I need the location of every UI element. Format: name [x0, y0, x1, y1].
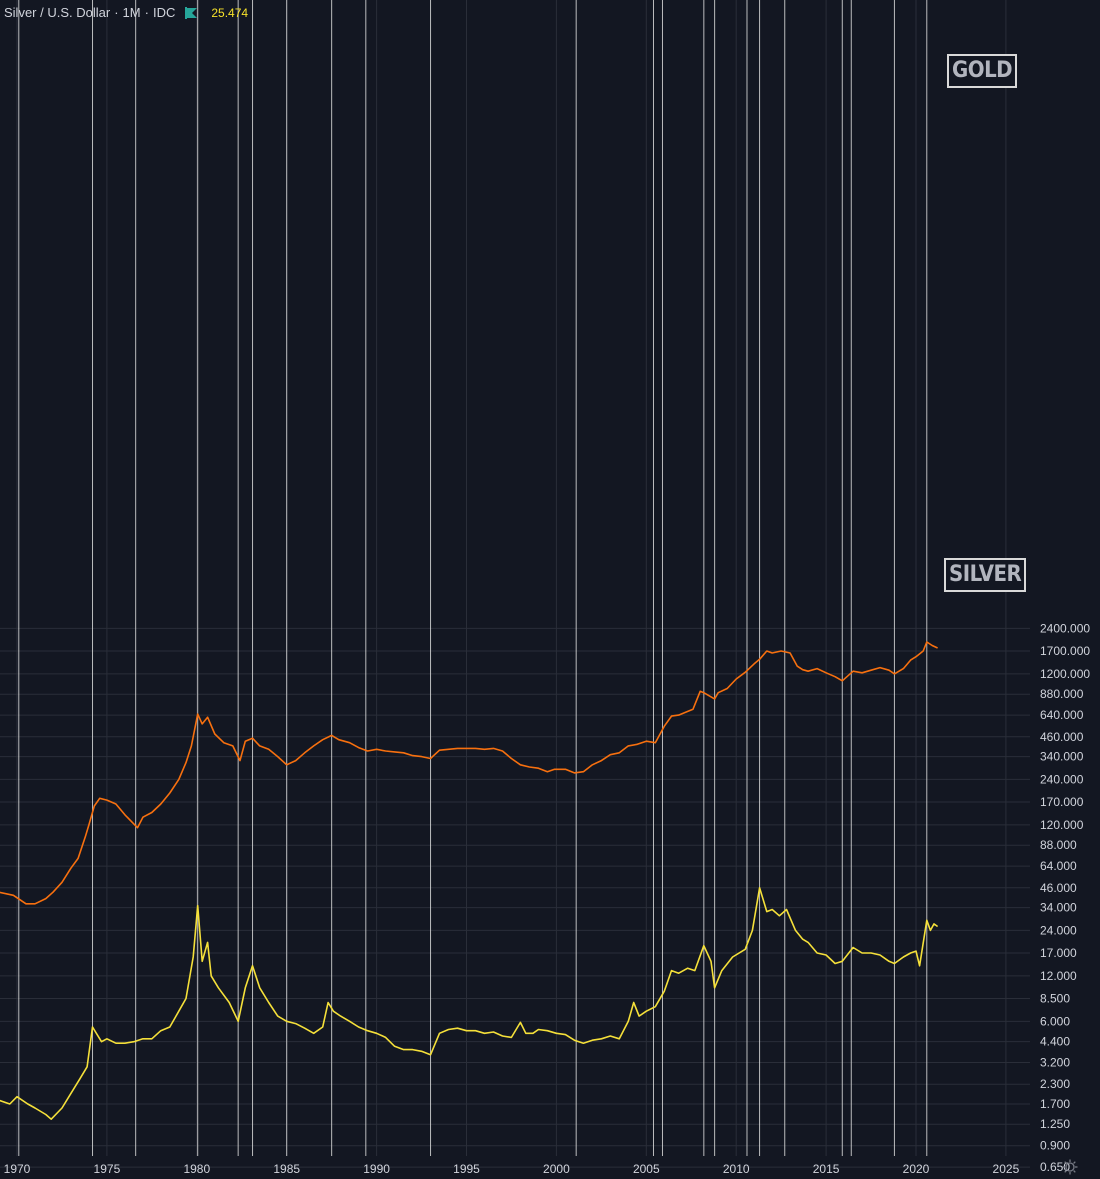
vertical-marker-lines	[18, 0, 928, 1156]
y-tick-label: 46.000	[1040, 881, 1077, 895]
y-tick-label: 170.000	[1040, 795, 1084, 809]
x-tick-label: 1995	[453, 1162, 480, 1176]
source-label: IDC	[152, 5, 176, 20]
x-tick-label: 1985	[273, 1162, 300, 1176]
flag-icon[interactable]	[185, 6, 198, 19]
chart-legend-header: Silver / U.S. Dollar · 1M · IDC 25.474	[4, 5, 248, 20]
y-tick-label: 12.000	[1040, 969, 1077, 983]
x-tick-label: 2020	[903, 1162, 930, 1176]
price-series	[0, 641, 939, 1120]
y-tick-label: 17.000	[1040, 946, 1077, 960]
y-tick-label: 240.000	[1040, 772, 1084, 786]
y-tick-label: 340.000	[1040, 750, 1084, 764]
silver-label-tag[interactable]: SILVER	[944, 558, 1027, 592]
y-tick-label: 88.000	[1040, 838, 1077, 852]
x-tick-label: 1975	[94, 1162, 121, 1176]
y-tick-label: 3.200	[1040, 1056, 1070, 1070]
y-tick-label: 8.500	[1040, 991, 1070, 1005]
x-tick-label: 1970	[4, 1162, 31, 1176]
separator-dot: ·	[114, 5, 119, 20]
x-tick-label: 2005	[633, 1162, 660, 1176]
price-axis[interactable]: 2400.000 1700.000 1200.000 880.000 640.000 46…	[1040, 621, 1090, 1179]
silver-price-line	[0, 887, 939, 1120]
y-tick-label: 0.650	[1040, 1160, 1070, 1174]
gear-icon[interactable]	[1062, 1159, 1078, 1175]
y-tick-label: 460.000	[1040, 730, 1084, 744]
y-tick-label: 2400.000	[1040, 621, 1090, 635]
y-tick-label: 1200.000	[1040, 667, 1090, 681]
x-tick-label: 2000	[543, 1162, 570, 1176]
symbol-title: Silver / U.S. Dollar	[4, 5, 111, 20]
gold-label-tag[interactable]: GOLD	[947, 54, 1018, 88]
y-tick-label: 0.900	[1040, 1139, 1070, 1153]
y-tick-label: 4.400	[1040, 1035, 1070, 1049]
y-tick-label: 34.000	[1040, 901, 1077, 915]
x-tick-label: 2025	[993, 1162, 1020, 1176]
x-tick-label: 2015	[813, 1162, 840, 1176]
y-tick-label: 1700.000	[1040, 644, 1090, 658]
y-tick-label: 64.000	[1040, 859, 1077, 873]
y-tick-label: 2.300	[1040, 1077, 1070, 1091]
x-tick-label: 1980	[183, 1162, 210, 1176]
y-tick-label: 1.700	[1040, 1097, 1070, 1111]
interval-label: 1M	[122, 5, 141, 20]
y-tick-label: 640.000	[1040, 708, 1084, 722]
vertical-gridlines	[16, 0, 1007, 1156]
horizontal-gridlines	[0, 627, 1030, 1168]
last-price-value: 25.474	[211, 5, 249, 20]
gold-price-line	[0, 641, 938, 905]
y-tick-label: 6.000	[1040, 1014, 1070, 1028]
x-tick-label: 1990	[363, 1162, 390, 1176]
y-tick-label: 880.000	[1040, 687, 1084, 701]
y-tick-label: 120.000	[1040, 818, 1084, 832]
x-tick-label: 2010	[723, 1162, 750, 1176]
y-tick-label: 24.000	[1040, 923, 1077, 937]
separator-dot: ·	[144, 5, 149, 20]
time-axis[interactable]: 1970 1975 1980 1985 1990 1995 2000 2005 2010 2015…	[4, 1162, 1020, 1176]
y-tick-label: 1.250	[1040, 1117, 1070, 1131]
